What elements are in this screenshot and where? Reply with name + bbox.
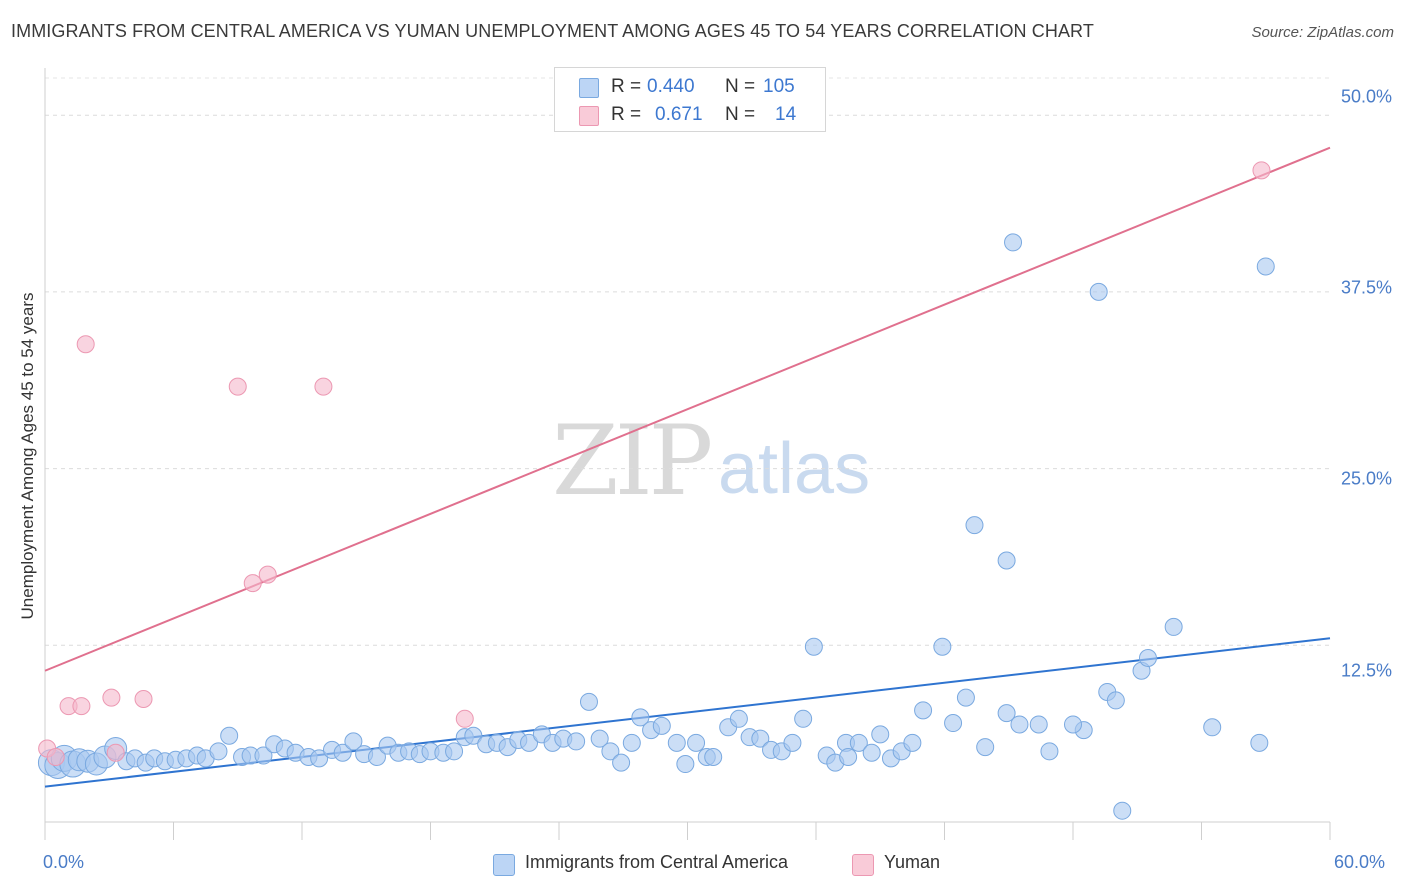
point-immigrants xyxy=(667,733,686,752)
point-yuman xyxy=(76,335,95,354)
legend-label: Yuman xyxy=(884,852,941,872)
point-immigrants xyxy=(997,704,1016,723)
legend-row-yuman: R = 0.671 N = 14 xyxy=(555,102,825,128)
legend-r-label: R = xyxy=(611,104,642,125)
point-yuman xyxy=(106,743,125,762)
point-immigrants xyxy=(445,742,464,761)
legend-n-label: N = xyxy=(725,104,756,125)
point-immigrants xyxy=(520,733,539,752)
point-yuman xyxy=(243,574,262,593)
chart-title: IMMIGRANTS FROM CENTRAL AMERICA VS YUMAN… xyxy=(11,21,1094,41)
point-immigrants xyxy=(914,701,933,720)
point-immigrants xyxy=(903,733,922,752)
legend-swatch-blue xyxy=(579,78,599,98)
point-immigrants xyxy=(676,755,695,774)
point-immigrants xyxy=(464,726,483,745)
point-immigrants xyxy=(933,637,952,656)
legend-label: Immigrants from Central America xyxy=(525,852,789,872)
point-immigrants xyxy=(783,733,802,752)
point-immigrants xyxy=(1203,718,1222,737)
point-immigrants xyxy=(687,733,706,752)
point-immigrants xyxy=(1256,257,1275,276)
point-immigrants xyxy=(367,747,386,766)
legend-swatch-blue xyxy=(493,854,515,876)
point-immigrants xyxy=(1113,801,1132,820)
point-immigrants xyxy=(590,729,609,748)
point-immigrants xyxy=(579,692,598,711)
legend-n-label: N = xyxy=(725,76,756,97)
point-immigrants xyxy=(871,725,890,744)
point-immigrants xyxy=(254,746,273,765)
legend-swatch-pink xyxy=(579,106,599,126)
x-tick-label: 0.0% xyxy=(43,852,85,872)
point-immigrants xyxy=(1138,649,1157,668)
point-immigrants xyxy=(344,732,363,751)
data-points xyxy=(37,161,1275,820)
correlation-legend: R = 0.440 N = 105 R = 0.671 N = 14 xyxy=(554,67,826,132)
legend-row-immigrants: R = 0.440 N = 105 xyxy=(555,74,825,100)
point-immigrants xyxy=(1004,233,1023,252)
trend-line-yuman xyxy=(44,146,1331,672)
legend-n-value: 14 xyxy=(775,104,797,125)
legend-r-label: R = xyxy=(611,76,642,97)
y-tick-label: 25.0% xyxy=(1340,468,1392,489)
point-immigrants xyxy=(220,726,239,745)
point-immigrants xyxy=(944,714,963,733)
point-immigrants xyxy=(1164,617,1183,636)
legend-r-value: 0.671 xyxy=(655,104,703,125)
point-immigrants xyxy=(1064,715,1082,734)
point-immigrants xyxy=(976,738,995,757)
point-yuman xyxy=(314,377,333,396)
point-immigrants xyxy=(804,637,823,656)
point-yuman xyxy=(258,565,277,584)
point-immigrants xyxy=(1040,742,1059,761)
point-immigrants xyxy=(601,742,620,761)
point-immigrants xyxy=(1010,715,1029,734)
point-yuman xyxy=(102,688,121,707)
point-yuman xyxy=(72,697,91,716)
legend-swatch-pink xyxy=(852,854,874,876)
grid-lines xyxy=(45,77,1330,646)
y-tick-label: 37.5% xyxy=(1340,277,1392,298)
y-tick-label: 12.5% xyxy=(1340,660,1392,681)
point-immigrants xyxy=(997,551,1016,570)
source-label: Source: ZipAtlas.com xyxy=(1251,24,1394,41)
point-immigrants xyxy=(209,742,228,761)
point-yuman xyxy=(1252,161,1271,180)
point-immigrants xyxy=(652,716,671,735)
trend-lines xyxy=(44,146,1331,788)
point-immigrants xyxy=(794,709,813,728)
point-immigrants xyxy=(1029,715,1048,734)
point-immigrants xyxy=(631,708,650,727)
point-immigrants xyxy=(567,732,586,751)
point-immigrants xyxy=(729,709,748,728)
point-immigrants xyxy=(849,733,868,752)
watermark-zip: ZIP xyxy=(552,405,713,517)
point-immigrants xyxy=(622,733,641,752)
point-immigrants xyxy=(704,747,723,766)
axes xyxy=(44,68,1331,840)
point-immigrants xyxy=(1089,282,1108,301)
point-immigrants xyxy=(1106,691,1125,710)
x-tick-label: 60.0% xyxy=(1334,852,1386,872)
point-yuman xyxy=(134,690,153,709)
point-immigrants xyxy=(612,753,631,772)
point-immigrants xyxy=(965,516,984,535)
point-yuman xyxy=(455,709,474,728)
point-immigrants xyxy=(862,743,881,762)
legend-n-value: 105 xyxy=(763,76,795,97)
point-immigrants xyxy=(751,729,770,748)
point-yuman xyxy=(46,747,65,766)
point-immigrants xyxy=(956,688,975,707)
point-immigrants xyxy=(333,743,352,762)
y-axis-label: Unemployment Among Ages 45 to 54 years xyxy=(18,292,37,620)
point-immigrants xyxy=(310,749,329,768)
point-immigrants xyxy=(1250,733,1269,752)
legend-r-value: 0.440 xyxy=(647,76,695,97)
point-yuman xyxy=(228,377,247,396)
y-tick-label: 50.0% xyxy=(1340,86,1392,107)
point-immigrants xyxy=(839,747,858,766)
